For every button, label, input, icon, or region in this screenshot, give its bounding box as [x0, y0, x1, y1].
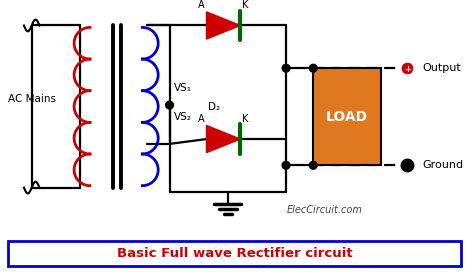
- Text: D₂: D₂: [208, 102, 220, 112]
- FancyBboxPatch shape: [9, 241, 461, 266]
- Text: A: A: [198, 0, 205, 10]
- Text: K: K: [242, 114, 248, 124]
- Circle shape: [282, 161, 290, 169]
- Circle shape: [310, 161, 317, 169]
- Text: ElecCircuit.com: ElecCircuit.com: [287, 205, 363, 215]
- Text: VS₂: VS₂: [173, 112, 191, 122]
- Text: K: K: [242, 0, 248, 10]
- Circle shape: [166, 101, 173, 109]
- Text: AC Mains: AC Mains: [8, 94, 56, 104]
- Polygon shape: [207, 125, 240, 153]
- Text: Ground: Ground: [422, 160, 463, 170]
- Text: Basic Full wave Rectifier circuit: Basic Full wave Rectifier circuit: [117, 247, 352, 260]
- Text: Output: Output: [422, 63, 461, 73]
- Circle shape: [282, 64, 290, 72]
- Text: VS₁: VS₁: [173, 82, 191, 93]
- Circle shape: [310, 64, 317, 72]
- Bar: [313, 68, 381, 165]
- Text: LOAD: LOAD: [326, 110, 368, 124]
- Text: A: A: [198, 114, 205, 124]
- Polygon shape: [207, 12, 240, 39]
- Text: +: +: [404, 65, 411, 74]
